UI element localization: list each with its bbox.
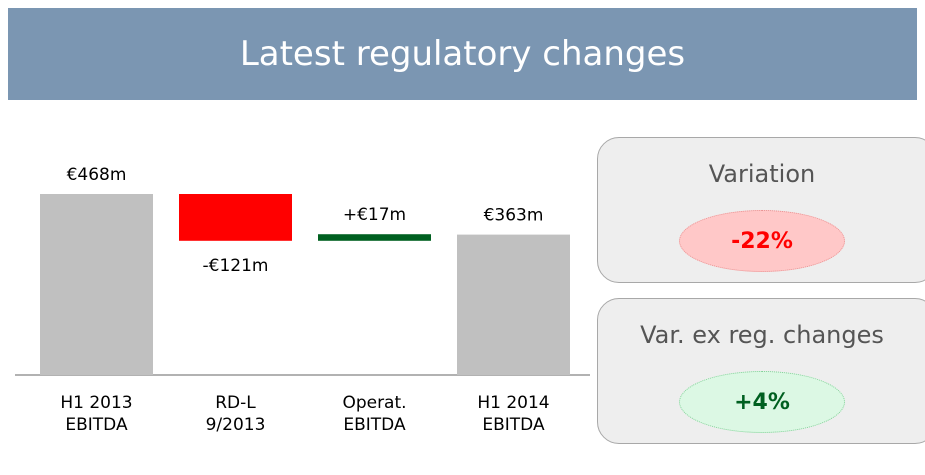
x-tick-label: H1 2013 EBITDA	[60, 393, 133, 435]
title-banner: Latest regulatory changes	[8, 8, 917, 100]
bar	[179, 194, 292, 241]
value-label: €363m	[484, 206, 544, 226]
value-label: €468m	[67, 165, 127, 185]
panel-title: Var. ex reg. changes	[640, 321, 884, 349]
bar	[318, 234, 431, 241]
value-label: -€121m	[203, 256, 269, 276]
value-label: +€17m	[343, 205, 406, 225]
bar	[457, 234, 570, 375]
panel-value: -22%	[679, 210, 845, 272]
chart-title: Latest regulatory changes	[239, 34, 686, 74]
variation-panel: Variation -22%	[597, 137, 925, 283]
panel-title: Variation	[708, 160, 816, 188]
x-tick-label: Operat. EBITDA	[342, 393, 407, 435]
bar	[40, 194, 153, 375]
variation-ex-panel: Var. ex reg. changes +4%	[597, 298, 925, 444]
panel-value: +4%	[679, 371, 845, 433]
x-tick-label: RD-L 9/2013	[205, 393, 266, 435]
x-tick-label: H1 2014 EBITDA	[477, 393, 550, 435]
